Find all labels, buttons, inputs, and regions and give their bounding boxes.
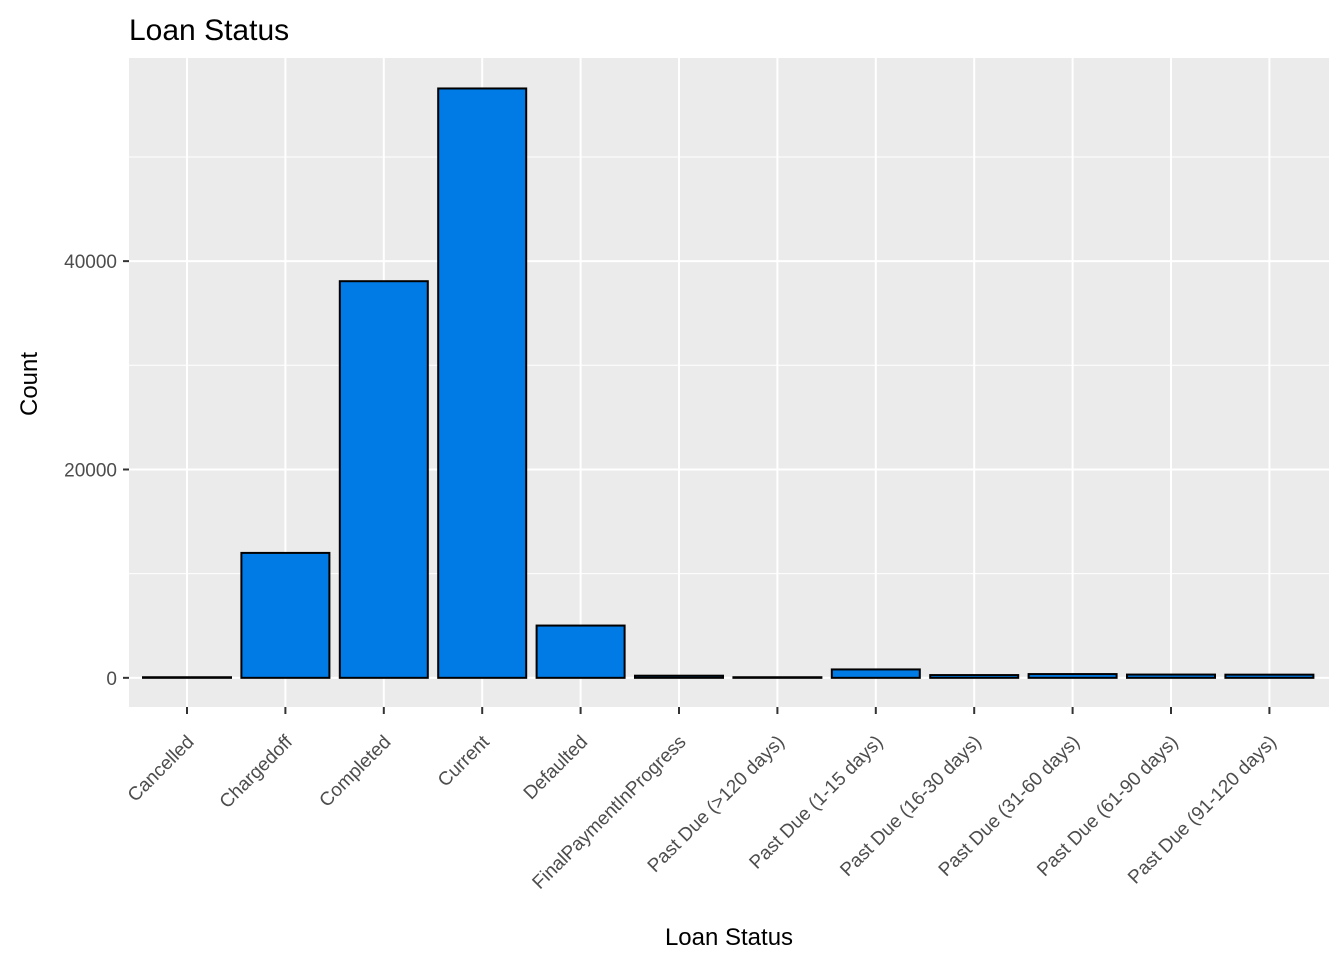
bar <box>1126 673 1216 679</box>
x-axis-title: Loan Status <box>665 924 793 951</box>
x-tick-label: Defaulted <box>520 732 592 804</box>
y-axis-ticks: 0 20000 40000 <box>64 252 129 690</box>
bar <box>634 674 724 679</box>
chart-title: Loan Status <box>129 14 289 47</box>
bar <box>437 87 528 679</box>
bars <box>142 87 1315 679</box>
x-tick-label: Cancelled <box>124 732 199 807</box>
bar <box>535 624 626 679</box>
x-axis-ticks: Cancelled Chargedoff Completed Current Defau… <box>124 707 1281 894</box>
y-tick-label: 40000 <box>64 252 117 273</box>
bar <box>142 676 232 679</box>
x-tick-label: Current <box>434 731 494 791</box>
bar <box>240 551 331 679</box>
bar <box>830 668 921 679</box>
x-tick-label: Completed <box>316 732 396 812</box>
y-tick-label: 0 <box>106 669 117 690</box>
bar <box>732 676 823 679</box>
y-axis-title: Count <box>16 352 43 416</box>
bar <box>929 674 1020 679</box>
x-tick-label: Chargedoff <box>216 731 298 813</box>
bar <box>1224 673 1315 679</box>
bar <box>338 280 429 679</box>
bar <box>1027 673 1118 679</box>
y-tick-label: 20000 <box>64 460 117 481</box>
